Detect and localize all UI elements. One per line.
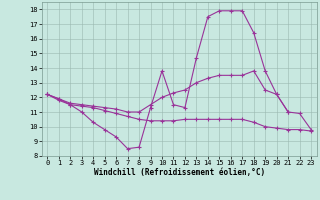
X-axis label: Windchill (Refroidissement éolien,°C): Windchill (Refroidissement éolien,°C) [94,168,265,177]
